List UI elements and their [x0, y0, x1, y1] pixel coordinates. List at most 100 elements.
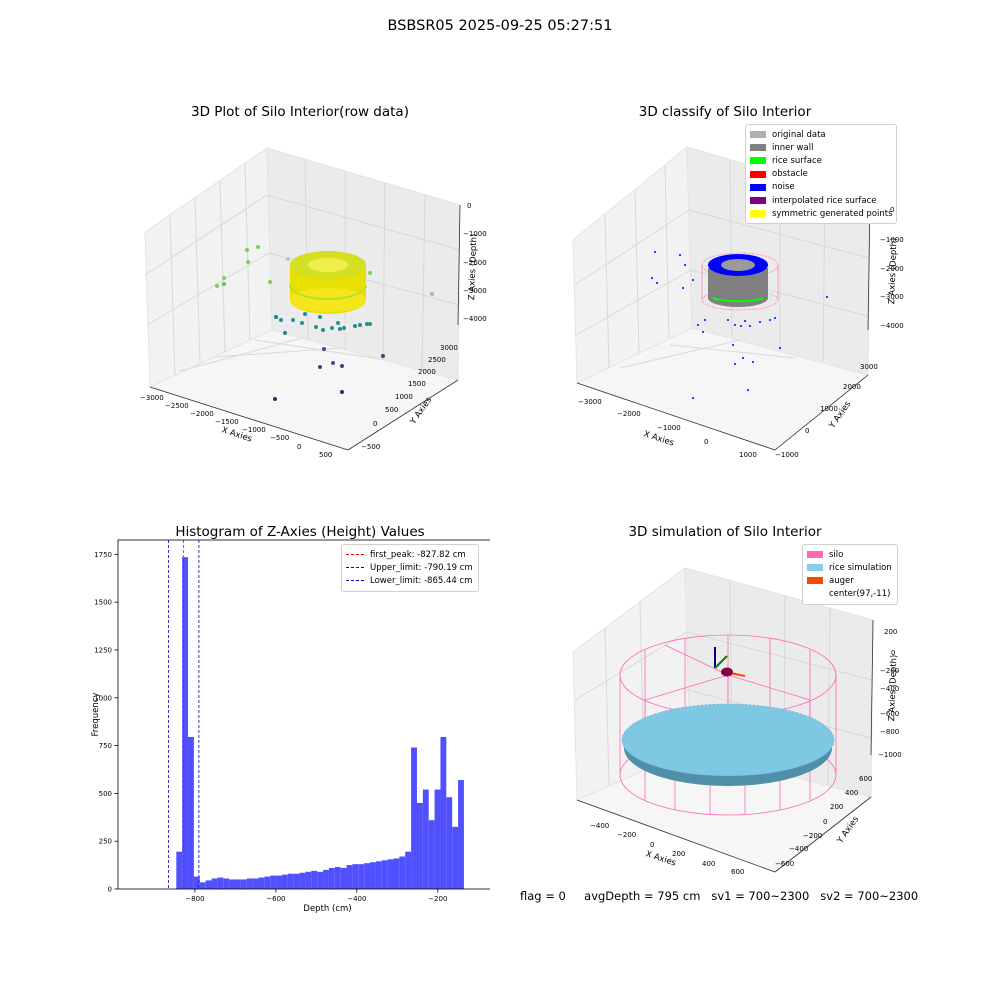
histogram-bar: [428, 820, 435, 889]
histogram-bar: [293, 873, 300, 889]
histogram-bar: [416, 802, 423, 889]
x-tick-label: −800: [185, 895, 204, 903]
legend-swatch: [750, 183, 766, 191]
legend-item: symmetric generated points: [750, 207, 893, 220]
histogram-bar: [317, 871, 324, 889]
classify-3d-panes: [572, 145, 871, 451]
y-tick-label: 750: [99, 742, 112, 750]
raw-3d-scatter-points: [215, 245, 434, 401]
histogram-legend: first_peak: -827.82 cm Upper_limit: -790…: [341, 544, 479, 592]
classify-3d-silo: [701, 252, 779, 311]
histogram-bar: [229, 879, 235, 889]
histogram-bar: [188, 736, 194, 889]
histogram-bar: [258, 877, 265, 889]
legend-label: auger: [829, 575, 854, 586]
legend-line: [346, 567, 364, 569]
histogram-bar: [405, 851, 412, 889]
status-line: flag = 0 avgDepth = 795 cm sv1 = 700~230…: [520, 889, 918, 903]
panel1-title: 3D Plot of Silo Interior(row data): [191, 104, 409, 120]
status-sv1: sv1 = 700~2300: [711, 889, 810, 903]
raw-3d-plot: [144, 147, 461, 451]
legend-swatch: [807, 577, 823, 585]
y-tick-label: 0: [108, 886, 112, 894]
legend-label: original data: [772, 129, 826, 140]
status-flag: flag = 0: [520, 889, 566, 903]
legend-item: Lower_limit: -865.44 cm: [346, 574, 474, 587]
histogram-y-ticks: 0 250 500 750 1000 1250 1500 1750: [94, 551, 118, 894]
simulation-3d-auger: [714, 647, 746, 677]
histogram-bar: [446, 797, 453, 889]
histogram-bar: [182, 557, 189, 889]
legend-item: silo: [807, 548, 893, 561]
histogram-bar: [193, 876, 200, 889]
histogram-bar: [246, 878, 253, 889]
histogram-chart: −800 −600 −400 −200 0 0 250 500 750 1000 1250 1500…: [91, 539, 490, 914]
legend-item: rice simulation: [807, 561, 893, 574]
histogram-bar: [358, 864, 365, 889]
histogram-bar: [299, 872, 306, 889]
histogram-bar: [364, 863, 371, 889]
simulation-3d-plot: [572, 567, 874, 873]
raw-3d-grid: [144, 158, 461, 376]
histogram-frame: [117, 539, 490, 890]
classify-3d-noise-points: [651, 251, 828, 399]
legend-item: Upper_limit: -790.19 cm: [346, 561, 474, 574]
histogram-bar: [434, 789, 441, 889]
legend-label: rice simulation: [829, 562, 892, 573]
legend-item: first_peak: -827.82 cm: [346, 548, 474, 561]
histogram-bar: [328, 867, 335, 889]
histogram-bar: [234, 879, 241, 889]
simulation-legend: silo rice simulation auger center(97,-11…: [802, 544, 898, 605]
histogram-bar: [281, 874, 288, 889]
legend-swatch: [807, 564, 823, 572]
legend-label: center(97,-11): [829, 589, 891, 600]
histogram-bar: [411, 747, 417, 889]
histogram-bar: [381, 860, 388, 889]
figure-title: BSBSR05 2025-09-25 05:27:51: [387, 18, 613, 34]
histogram-bar: [205, 880, 212, 889]
histogram-bar: [323, 869, 329, 889]
raw-3d-axes: [149, 204, 461, 451]
x-tick-label: −400: [347, 895, 366, 903]
y-tick-label: 250: [99, 838, 112, 846]
histogram-bar: [199, 882, 206, 889]
histogram-bar: [387, 859, 394, 889]
legend-swatch: [750, 131, 766, 139]
y-tick-label: 1500: [94, 599, 112, 607]
legend-label: noise: [772, 182, 795, 193]
histogram-x-label: Depth (cm): [303, 904, 351, 914]
histogram-bar: [311, 870, 318, 889]
legend-item: interpolated rice surface: [750, 194, 892, 207]
legend-line: [346, 580, 364, 582]
histogram-bar: [440, 736, 447, 889]
y-tick-label: 1250: [94, 646, 112, 654]
y-tick-label: 1000: [94, 694, 112, 702]
status-sv2: sv2 = 700~2300: [820, 889, 919, 903]
histogram-bar: [287, 873, 294, 889]
histogram-bar: [346, 865, 353, 889]
histogram-bar: [176, 851, 183, 889]
legend-item: rice surface: [750, 154, 892, 167]
legend-swatch: [807, 551, 823, 559]
histogram-bar: [223, 878, 230, 889]
histogram-bar: [252, 878, 259, 889]
simulation-3d-rice-surface: [621, 703, 835, 786]
panel4-title: 3D simulation of Silo Interior: [628, 524, 822, 540]
classify-3d-plot: [572, 145, 871, 451]
raw-3d-ring: [289, 251, 367, 314]
legend-item: inner wall: [750, 141, 892, 154]
status-avg-depth: avgDepth = 795 cm: [584, 889, 701, 903]
histogram-bar: [217, 877, 224, 889]
panel3-title: Histogram of Z-Axies (Height) Values: [175, 524, 425, 540]
legend-label: silo: [829, 549, 844, 560]
histogram-threshold-lines: [168, 540, 200, 889]
legend-swatch: [807, 590, 823, 598]
x-tick-label: −200: [428, 895, 447, 903]
legend-item: noise: [750, 181, 892, 194]
classify-legend: original data inner wall rice surface ob…: [745, 124, 897, 225]
histogram-bar: [452, 826, 459, 889]
legend-item: original data: [750, 128, 892, 141]
histogram-bar: [264, 876, 271, 889]
legend-label: symmetric generated points: [772, 208, 893, 219]
legend-label: Upper_limit: -790.19 cm: [370, 562, 473, 573]
